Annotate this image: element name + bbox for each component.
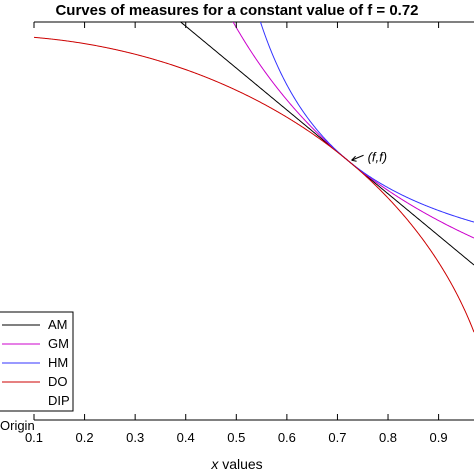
x-axis-label-italic: x — [210, 456, 219, 472]
x-tick-label: 0.6 — [278, 430, 296, 445]
series-dip-line — [429, 0, 474, 12]
series-do-line — [34, 36, 474, 333]
legend-label-dip: DIP — [48, 393, 70, 408]
x-tick-label: 0.4 — [177, 430, 195, 445]
legend-box — [0, 311, 74, 412]
x-tick-label: 0.9 — [430, 430, 448, 445]
x-tick-label: 0.1 — [25, 430, 43, 445]
legend-label-am: AM — [48, 317, 68, 332]
legend: AM GM HM DO DIP — [0, 311, 74, 412]
axes — [34, 21, 474, 421]
x-tick-label: 0.5 — [227, 430, 245, 445]
x-tick-label: 0.8 — [379, 430, 397, 445]
legend-label-hm: HM — [48, 355, 68, 370]
legend-label-do: DO — [48, 374, 68, 389]
x-axis-label: x values — [210, 456, 262, 472]
x-tick-label: 0.7 — [328, 430, 346, 445]
annotation-arrow-head — [351, 155, 357, 162]
x-axis-ticks: 0.1 0.2 0.3 0.4 0.5 0.6 0.7 0.8 0.9 — [25, 22, 448, 445]
x-tick-label: 0.3 — [126, 430, 144, 445]
legend-label-gm: GM — [48, 336, 69, 351]
plot-area — [34, 0, 474, 333]
series-am-line — [179, 22, 474, 266]
chart-title: Curves of measures for a constant value … — [55, 2, 418, 19]
point-annotation: (f,f) — [351, 149, 388, 164]
origin-label: Origin — [0, 418, 35, 433]
x-axis-label-rest: values — [218, 456, 262, 472]
annotation-label: (f,f) — [368, 149, 388, 164]
series-hm-line — [259, 22, 474, 223]
x-tick-label: 0.2 — [76, 430, 94, 445]
series-gm-line — [232, 22, 474, 239]
annotation-arrow — [351, 154, 364, 161]
